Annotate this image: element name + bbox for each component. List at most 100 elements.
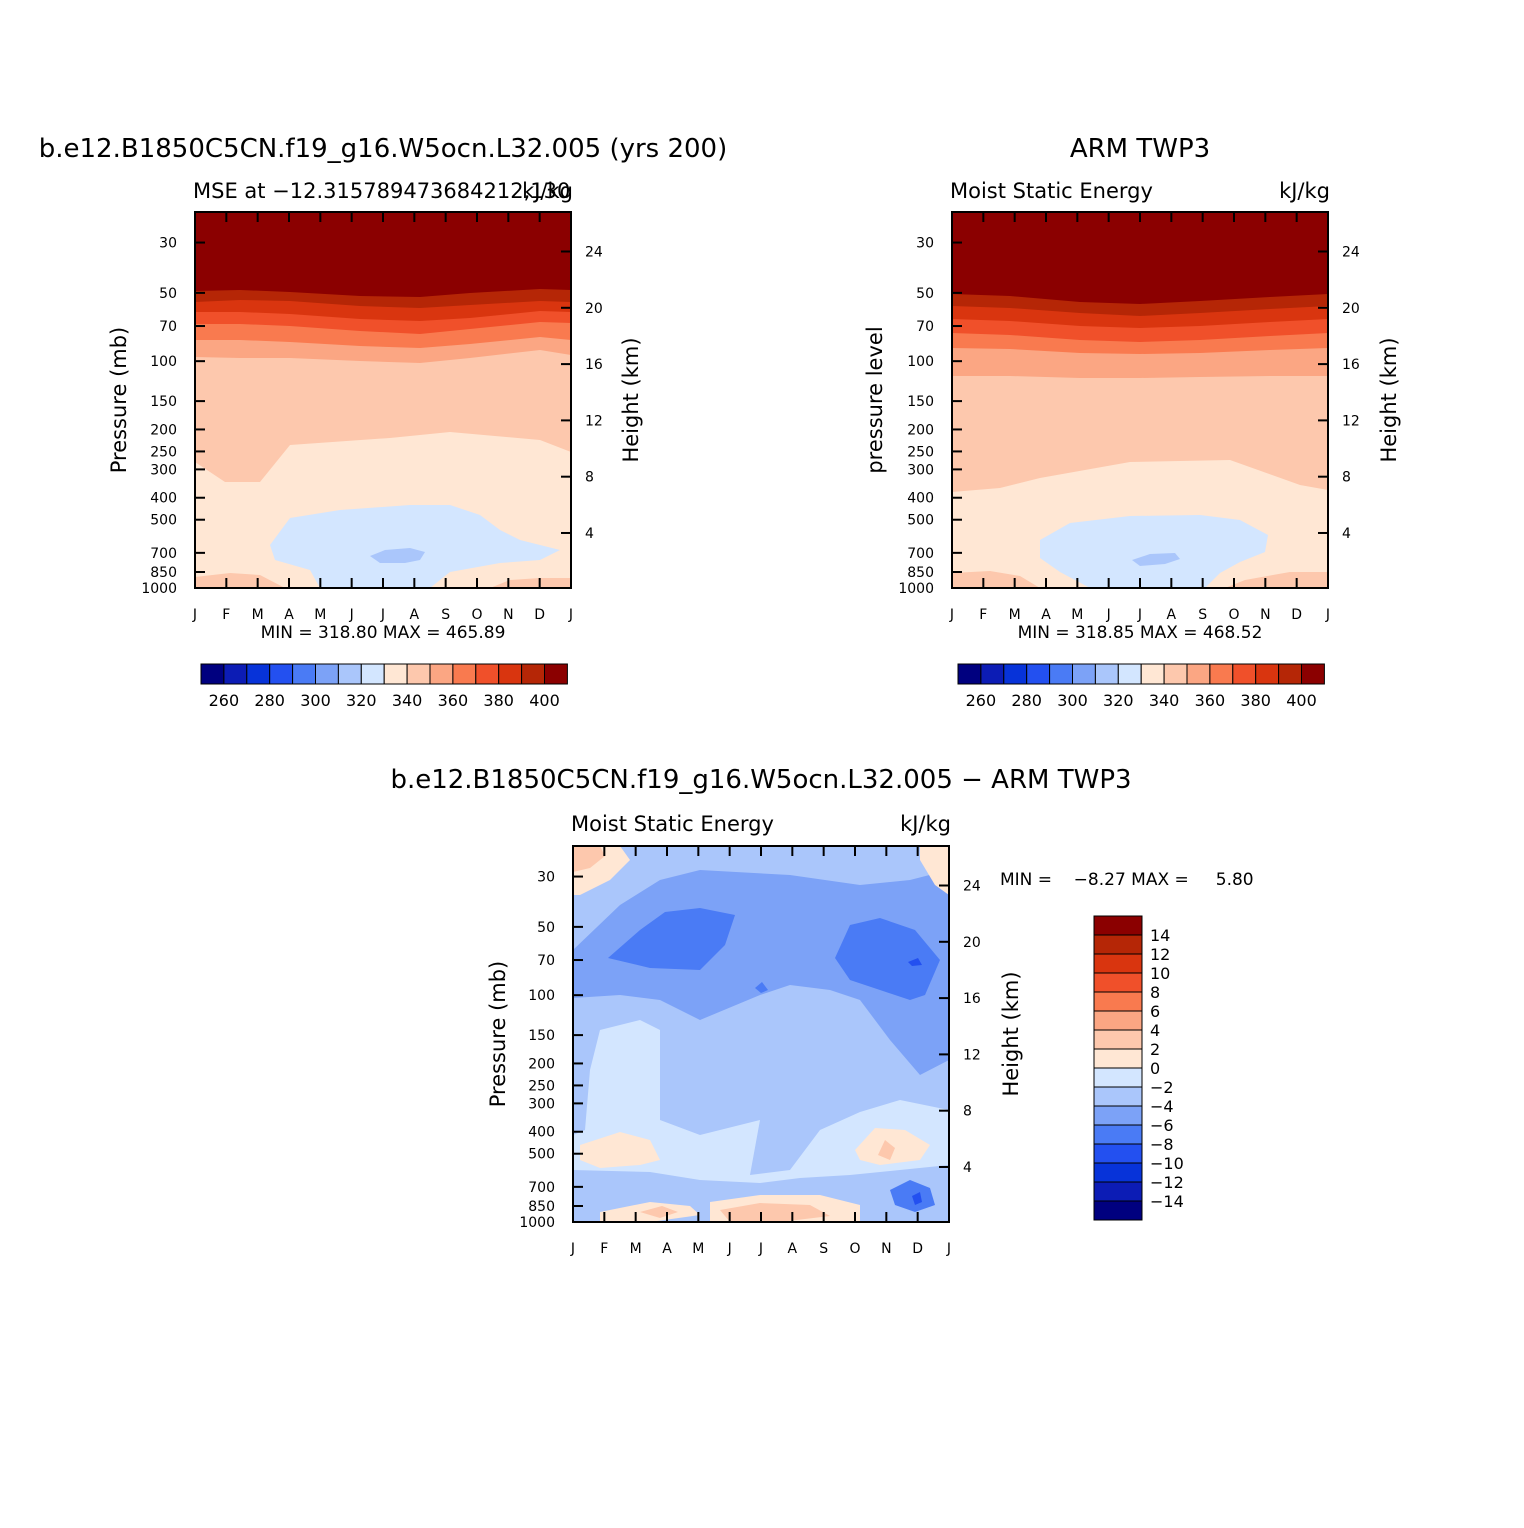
x-tick-label: A bbox=[788, 1241, 798, 1257]
panel2-stats: MIN = 318.85 MAX = 468.52 bbox=[1018, 623, 1263, 643]
colorbar-box bbox=[269, 663, 294, 685]
x-tick-label: M bbox=[1071, 607, 1083, 623]
colorbar-label: −4 bbox=[1150, 1097, 1174, 1116]
x-tick-label: A bbox=[284, 607, 294, 623]
panel2-left-string: Moist Static Energy bbox=[950, 179, 1153, 203]
y2-tick-label: 20 bbox=[1342, 301, 1360, 317]
x-tick-label: J bbox=[568, 607, 573, 623]
colorbar-box bbox=[1049, 663, 1073, 685]
y-tick-label: 200 bbox=[528, 1056, 555, 1072]
contour-fill-340-350-low-left bbox=[952, 571, 1040, 588]
colorbar-box bbox=[1026, 663, 1051, 685]
x-tick-label: M bbox=[1009, 607, 1021, 623]
colorbar-box bbox=[383, 663, 408, 685]
x-tick-label: A bbox=[662, 1241, 672, 1257]
y-tick-label: 400 bbox=[907, 491, 934, 507]
y-tick-label: 50 bbox=[159, 286, 177, 302]
colorbar-label: 360 bbox=[438, 691, 469, 710]
y-tick-label: 700 bbox=[528, 1180, 555, 1196]
contour-fill-2to4-mid-right bbox=[878, 1140, 895, 1160]
colorbar-label: 280 bbox=[1011, 691, 1042, 710]
y-tick-label: 1000 bbox=[519, 1215, 555, 1231]
contour-fill-2to4-low-mid bbox=[720, 1203, 830, 1222]
colorbar-box bbox=[1255, 663, 1280, 685]
colorbar-box bbox=[1093, 1200, 1143, 1221]
y-tick-label: 850 bbox=[150, 565, 177, 581]
x-tick-label: J bbox=[1106, 607, 1111, 623]
colorbar-box bbox=[360, 663, 385, 685]
y2-tick-label: 8 bbox=[963, 1104, 972, 1120]
colorbar-box bbox=[292, 663, 317, 685]
contour-fill-0to2-nw bbox=[920, 846, 949, 895]
colorbar-box bbox=[1093, 972, 1143, 993]
colorbar-box bbox=[200, 663, 225, 685]
panel2-colorbar: 260 280 300 320 340 360 380 400 bbox=[957, 663, 1325, 710]
colorbar-box bbox=[1094, 663, 1119, 685]
colorbar-label: 0 bbox=[1150, 1059, 1160, 1078]
y-tick-label: 700 bbox=[150, 546, 177, 562]
colorbar-box bbox=[1232, 663, 1257, 685]
y-tick-label: 70 bbox=[916, 319, 934, 335]
y-tick-label: 400 bbox=[528, 1125, 555, 1141]
y2-tick-label: 8 bbox=[585, 470, 594, 486]
panel2-axes: J F M A M J J A S O N D J 30 50 70 100 150 200 250 300 400 500… bbox=[898, 212, 1360, 623]
colorbar-box bbox=[475, 663, 500, 685]
y2-tick-label: 12 bbox=[963, 1047, 981, 1063]
y-tick-label: 850 bbox=[528, 1199, 555, 1215]
colorbar-label: 14 bbox=[1150, 926, 1170, 945]
panel3-left-string: Moist Static Energy bbox=[571, 812, 774, 836]
colorbar-box bbox=[246, 663, 271, 685]
panel3-stats: MIN = −8.27 MAX = 5.80 bbox=[1000, 870, 1254, 890]
y2-tick-label: 24 bbox=[963, 879, 981, 895]
x-tick-label: D bbox=[534, 607, 545, 623]
colorbar-box bbox=[1093, 915, 1143, 936]
y-tick-label: 1000 bbox=[141, 581, 177, 597]
y2-tick-label: 16 bbox=[1342, 357, 1360, 373]
y-tick-label: 150 bbox=[150, 394, 177, 410]
colorbar-label: 300 bbox=[300, 691, 331, 710]
colorbar-label: 380 bbox=[1240, 691, 1271, 710]
contour-fill-minus6-dot bbox=[755, 982, 768, 993]
y2-tick-label: 16 bbox=[963, 991, 981, 1007]
colorbar-label: 260 bbox=[209, 691, 240, 710]
colorbar-box bbox=[429, 663, 454, 685]
colorbar-box bbox=[1278, 663, 1302, 685]
y2-tick-label: 4 bbox=[963, 1160, 972, 1176]
colorbar-label: −10 bbox=[1150, 1154, 1184, 1173]
panel2-ylabel: pressure level bbox=[863, 326, 887, 473]
colorbar-box bbox=[1093, 1067, 1143, 1088]
contour-fill-310-320 bbox=[1132, 553, 1180, 566]
colorbar-label: 8 bbox=[1150, 983, 1160, 1002]
colorbar-box bbox=[1093, 1010, 1143, 1031]
x-tick-label: F bbox=[222, 607, 230, 623]
colorbar-label: 12 bbox=[1150, 945, 1170, 964]
y-tick-label: 250 bbox=[528, 1078, 555, 1094]
colorbar-box bbox=[521, 663, 545, 685]
colorbar-label: 300 bbox=[1057, 691, 1088, 710]
panel1-ylabel-right: Height (km) bbox=[619, 337, 643, 462]
contour-fill-0to2-mid-left bbox=[580, 1132, 660, 1168]
y-tick-label: 500 bbox=[150, 513, 177, 529]
y2-tick-label: 4 bbox=[585, 526, 594, 542]
contour-fill-320-330 bbox=[1040, 515, 1268, 588]
contour-fill-minus6-minus8-east bbox=[835, 918, 940, 1000]
y-tick-label: 300 bbox=[907, 462, 934, 478]
colorbar-box bbox=[1186, 663, 1211, 685]
y-tick-label: 250 bbox=[907, 444, 934, 460]
contour-fill-400plus bbox=[952, 212, 1328, 304]
y-tick-label: 300 bbox=[528, 1096, 555, 1112]
y2-tick-label: 24 bbox=[585, 245, 603, 261]
contour-fill-340-350-low-left bbox=[195, 573, 285, 588]
colorbar-box bbox=[1163, 663, 1188, 685]
panel3-axes: J F M A M J J A S O N D J 30 50 70 100 150 200 250 300 400 500… bbox=[519, 846, 981, 1257]
x-tick-label: N bbox=[881, 1241, 891, 1257]
y-tick-label: 150 bbox=[907, 394, 934, 410]
colorbar-box bbox=[452, 663, 477, 685]
contour-fill-minus8-minus10 bbox=[908, 958, 922, 966]
contour-fill-2to4-ne bbox=[573, 846, 605, 872]
y-tick-label: 250 bbox=[150, 444, 177, 460]
y-tick-label: 700 bbox=[907, 546, 934, 562]
colorbar-label: −12 bbox=[1150, 1173, 1184, 1192]
